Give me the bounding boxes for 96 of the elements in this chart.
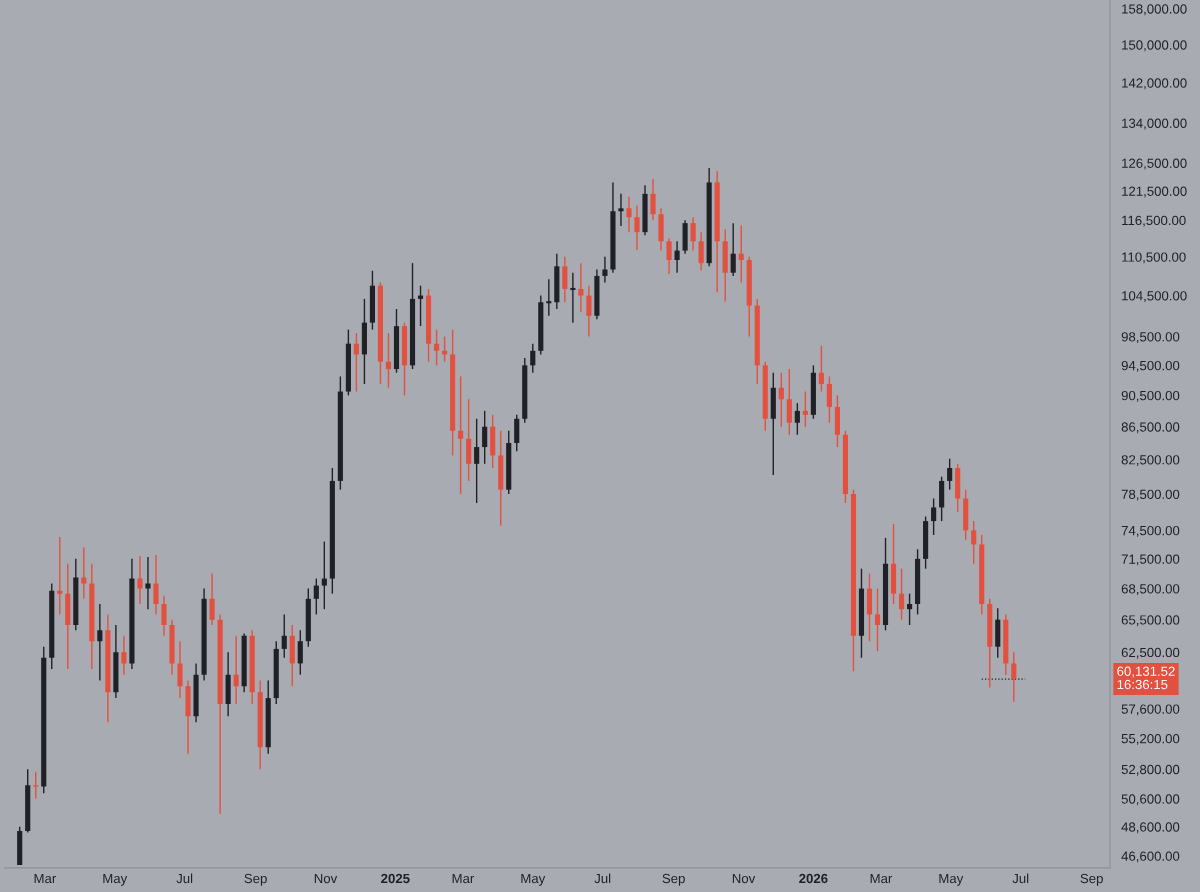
candlestick bbox=[971, 520, 977, 565]
x-tick-label: Sep bbox=[662, 873, 685, 886]
candlestick bbox=[794, 402, 800, 436]
candlestick bbox=[530, 342, 536, 374]
y-tick-label: 52,800.00 bbox=[1121, 764, 1180, 776]
candlestick bbox=[562, 256, 568, 303]
text: 60,131.52 bbox=[1117, 666, 1175, 678]
y-tick-label: 62,500.00 bbox=[1121, 647, 1180, 659]
y-tick-label: 126,500.00 bbox=[1122, 158, 1187, 170]
candlestick bbox=[874, 587, 881, 652]
y-tick-label: 78,500.00 bbox=[1121, 489, 1180, 501]
candlestick bbox=[321, 540, 327, 610]
x-tick-label: Mar bbox=[870, 873, 893, 884]
candlestick bbox=[434, 328, 440, 367]
y-tick-label: 134,000.00 bbox=[1122, 118, 1187, 130]
x-tick-label: Jul bbox=[176, 873, 193, 884]
candlestick bbox=[97, 603, 103, 682]
candlestick bbox=[33, 771, 39, 800]
y-tick-label: 104,500.00 bbox=[1122, 291, 1187, 303]
y-tick-label: 50,600.00 bbox=[1121, 794, 1180, 806]
candlestick bbox=[931, 497, 937, 536]
candlestick bbox=[153, 554, 159, 616]
y-tick-label: 74,500.00 bbox=[1121, 525, 1180, 537]
x-tick-label: 2025 bbox=[381, 873, 410, 884]
candlestick bbox=[1011, 651, 1017, 703]
candlestick bbox=[482, 410, 488, 465]
x-tick-label: May bbox=[939, 873, 964, 886]
y-tick-label: 46,600.00 bbox=[1121, 851, 1180, 863]
candlestick bbox=[738, 224, 744, 284]
candlestick bbox=[313, 577, 319, 616]
y-tick-label: 68,500.00 bbox=[1121, 584, 1180, 596]
candlestick bbox=[826, 375, 832, 424]
y-tick-label: 98,500.00 bbox=[1121, 332, 1180, 344]
x-tick-label: Sep bbox=[1080, 873, 1103, 886]
candlestick bbox=[57, 536, 63, 616]
x-tick-label: Sep bbox=[244, 873, 267, 886]
y-tick-label: 48,600.00 bbox=[1121, 822, 1180, 834]
x-tick-label: Mar bbox=[452, 873, 475, 884]
candlestick bbox=[458, 375, 464, 495]
candlestick bbox=[674, 240, 680, 274]
candlestick bbox=[602, 256, 608, 284]
x-tick-label: May bbox=[521, 873, 546, 886]
candlestick bbox=[898, 567, 905, 621]
candlestick bbox=[650, 178, 656, 221]
x-tick-label: Nov bbox=[732, 873, 756, 884]
candlestick bbox=[233, 635, 239, 705]
candlestick bbox=[297, 629, 303, 676]
x-tick-label: Jul bbox=[1012, 873, 1029, 884]
y-tick-label: 57,600.00 bbox=[1121, 704, 1180, 716]
x-tick-label: 2026 bbox=[799, 873, 828, 884]
candlestick bbox=[569, 272, 577, 324]
y-tick-label: 142,000.00 bbox=[1122, 78, 1187, 90]
candlestick bbox=[281, 613, 287, 659]
candlestick bbox=[947, 458, 953, 491]
y-tick-label: 90,500.00 bbox=[1121, 390, 1180, 402]
y-tick-label: 110,500.00 bbox=[1122, 252, 1186, 264]
candlestick bbox=[634, 204, 640, 251]
text: 16:36:15 bbox=[1117, 679, 1168, 690]
y-tick-label: 158,000.00 bbox=[1122, 4, 1187, 16]
x-tick-label: Jul bbox=[594, 873, 611, 884]
candlestick bbox=[730, 222, 736, 277]
y-tick-label: 94,500.00 bbox=[1121, 360, 1180, 372]
y-tick-label: 71,500.00 bbox=[1121, 554, 1180, 566]
candlestick bbox=[907, 592, 913, 626]
y-tick-label: 150,000.00 bbox=[1122, 40, 1187, 52]
candlestick bbox=[161, 595, 167, 637]
candlestick bbox=[81, 546, 87, 600]
x-tick-label: Nov bbox=[314, 873, 338, 884]
y-tick-label: 86,500.00 bbox=[1121, 422, 1180, 434]
candlestick bbox=[385, 332, 392, 389]
candlestick bbox=[778, 372, 784, 428]
candlestick bbox=[474, 418, 480, 504]
candlestick bbox=[353, 332, 359, 393]
candlestick bbox=[121, 635, 127, 676]
candlestick bbox=[618, 193, 624, 227]
candlestick bbox=[818, 345, 824, 393]
candlestick bbox=[545, 278, 553, 317]
candlestick bbox=[626, 196, 632, 233]
x-tick-label: May bbox=[103, 873, 128, 886]
candlestick bbox=[209, 572, 215, 626]
candlestick bbox=[137, 555, 143, 605]
y-tick-label: 121,500.00 bbox=[1122, 186, 1187, 198]
candlestick bbox=[177, 640, 183, 699]
candlestick bbox=[578, 262, 584, 314]
candlestick bbox=[666, 237, 672, 275]
y-tick-label: 55,200.00 bbox=[1121, 733, 1180, 745]
candlestick bbox=[690, 216, 696, 252]
candlestick bbox=[586, 284, 592, 338]
y-tick-label: 82,500.00 bbox=[1121, 455, 1180, 467]
x-tick-label: Mar bbox=[34, 873, 57, 884]
candlestick bbox=[786, 368, 792, 436]
candlestick bbox=[698, 231, 704, 271]
y-tick-label: 116,500.00 bbox=[1122, 215, 1186, 227]
candlestick bbox=[145, 556, 151, 610]
candlestick bbox=[802, 390, 808, 428]
y-tick-label: 65,500.00 bbox=[1121, 615, 1180, 627]
